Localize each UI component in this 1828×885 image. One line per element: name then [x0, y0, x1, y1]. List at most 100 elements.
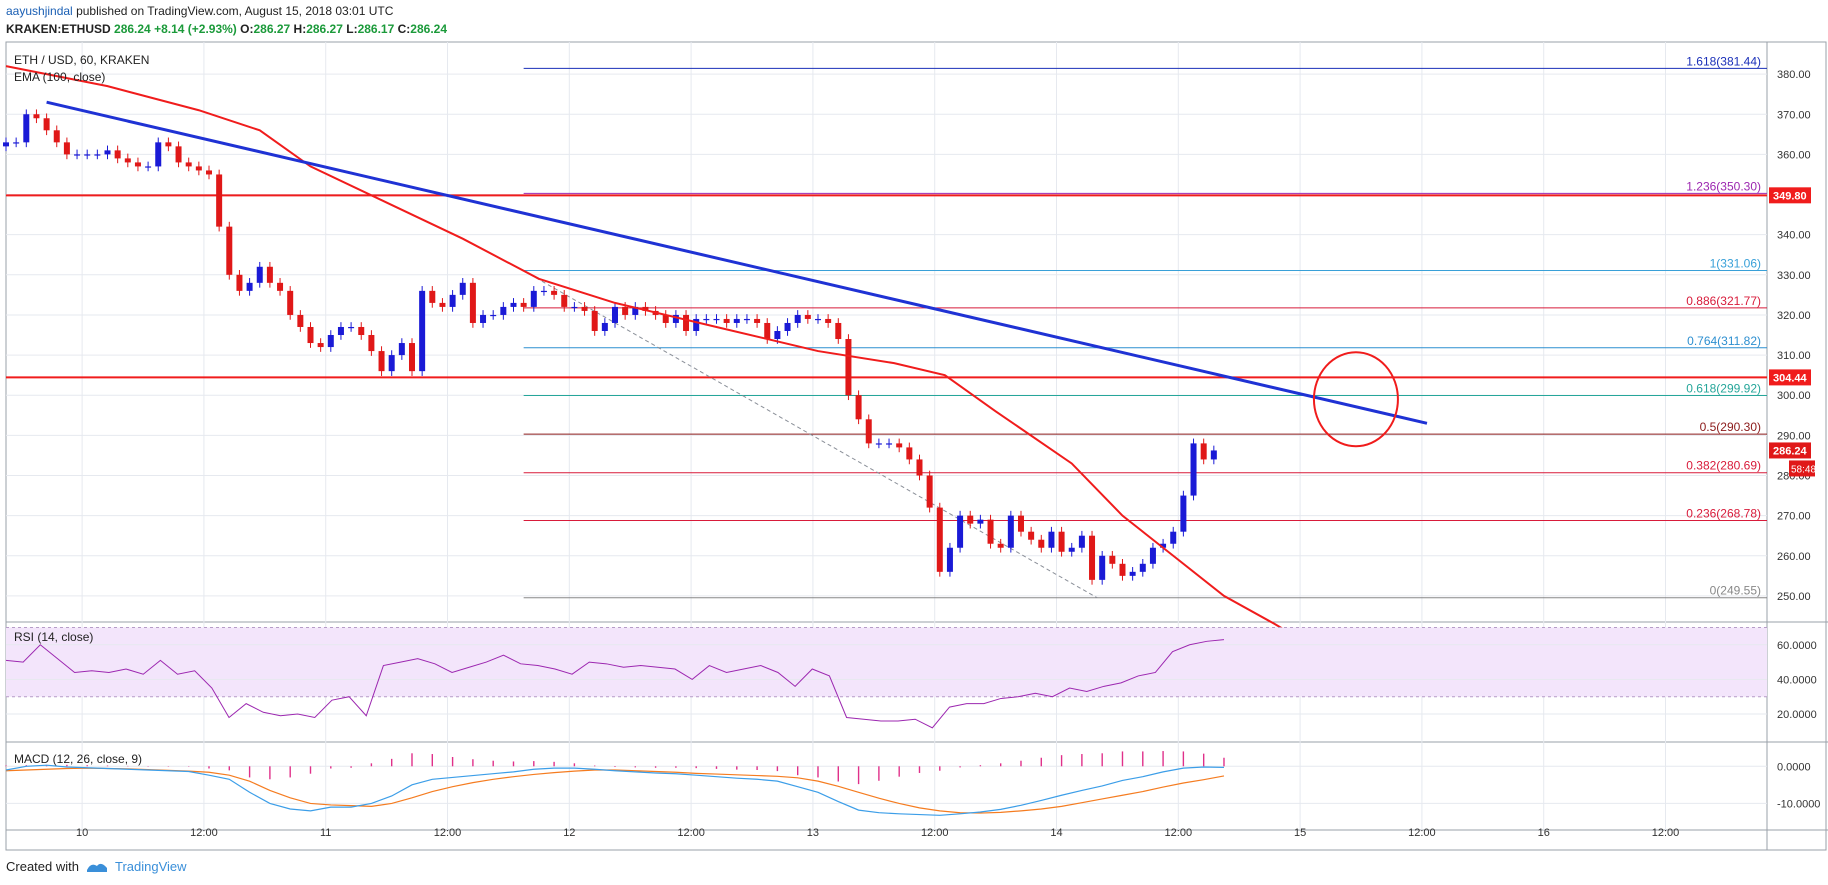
- candle-body-38: [388, 355, 395, 372]
- candle-body-54: [551, 290, 558, 295]
- candle-body-69: [703, 318, 710, 321]
- resistance-tag-1: [1769, 369, 1811, 386]
- candle-body-88: [896, 443, 903, 448]
- open-value: 286.27: [253, 22, 291, 36]
- candle-body-0: [3, 142, 9, 147]
- candle-body-8: [84, 154, 91, 156]
- dashed-diagonal-line: [523, 270, 1098, 599]
- fib-level-label-2: 1(331.06): [1710, 257, 1761, 271]
- fib-level-label-3: 0.886(321.77): [1686, 294, 1761, 308]
- candle-body-82: [835, 322, 842, 340]
- candle-body-18: [185, 162, 192, 167]
- rsi-line: [5, 639, 1225, 729]
- last-price: 286.24: [114, 22, 151, 36]
- candle-body-100: [1017, 515, 1024, 532]
- candle-body-79: [804, 314, 811, 319]
- resistance-tag-label-0: 349.80: [1773, 190, 1807, 202]
- rsi-pane-title: RSI (14, close): [14, 630, 93, 644]
- tradingview-brand[interactable]: TradingView: [114, 859, 187, 874]
- rsi-tick-60: 60.0000: [1777, 640, 1817, 652]
- footer: Created with TradingView: [6, 859, 187, 874]
- candle-body-55: [561, 294, 568, 307]
- close-value: 286.24: [410, 22, 447, 36]
- candle-body-29: [297, 314, 304, 327]
- candle-body-102: [1038, 539, 1045, 548]
- candle-body-7: [74, 154, 81, 156]
- price-tick-300: 300.00: [1777, 390, 1811, 402]
- candle-body-89: [906, 447, 913, 460]
- candle-body-106: [1078, 535, 1085, 548]
- candle-body-51: [520, 302, 527, 307]
- price-tick-310: 310.00: [1777, 350, 1811, 362]
- candle-body-14: [145, 166, 152, 168]
- price-tick-260: 260.00: [1777, 551, 1811, 563]
- x-tick-label-255: 15: [1294, 827, 1306, 839]
- candle-body-46: [469, 282, 476, 323]
- candle-body-26: [266, 266, 273, 283]
- candle-body-32: [327, 335, 334, 348]
- macd-tick-0: 0.0000: [1777, 761, 1811, 773]
- candle-body-84: [855, 395, 862, 420]
- macd-tick--10: -10.0000: [1777, 798, 1820, 810]
- candle-body-31: [317, 343, 324, 348]
- candle-body-98: [997, 543, 1004, 548]
- candle-body-24: [246, 282, 253, 291]
- candle-body-43: [439, 302, 446, 307]
- candle-body-108: [1099, 555, 1106, 580]
- candle-body-67: [683, 314, 690, 331]
- candle-body-16: [165, 142, 172, 147]
- candle-body-96: [977, 519, 984, 524]
- candle-body-117: [1190, 443, 1197, 496]
- candle-body-116: [1180, 495, 1187, 532]
- candle-body-83: [845, 339, 852, 396]
- fib-level-label-7: 0.382(280.69): [1686, 459, 1761, 473]
- high-label: H:: [293, 22, 307, 36]
- resistance-tag-0: [1769, 187, 1811, 204]
- macd-signal-line: [5, 767, 1225, 814]
- author-link[interactable]: aayushjindal: [6, 4, 73, 18]
- candle-body-61: [622, 306, 629, 315]
- candle-body-93: [946, 547, 953, 572]
- candle-body-92: [936, 507, 943, 572]
- candle-body-85: [865, 419, 872, 444]
- candle-body-114: [1160, 543, 1167, 548]
- candle-body-40: [408, 343, 415, 372]
- candle-body-104: [1058, 531, 1065, 552]
- x-tick-label-279: 12:00: [1408, 827, 1436, 839]
- rsi-tick-20: 20.0000: [1777, 709, 1817, 721]
- last-price-tag-label: 286.24: [1773, 445, 1808, 457]
- candle-body-1: [13, 142, 20, 144]
- candle-body-112: [1139, 563, 1146, 572]
- candle-body-91: [926, 475, 933, 508]
- x-tick-label-207: 14: [1050, 827, 1062, 839]
- candle-body-34: [348, 326, 355, 329]
- candle-body-27: [277, 282, 284, 291]
- candle-body-50: [510, 302, 517, 307]
- resistance-tag-label-1: 304.44: [1773, 372, 1808, 384]
- fib-level-label-9: 0(249.55): [1710, 584, 1761, 598]
- macd-line: [5, 764, 1224, 816]
- publish-text: published on TradingView.com, August 15,…: [76, 4, 394, 18]
- price-tick-290: 290.00: [1777, 430, 1811, 442]
- ema-line: [5, 65, 1402, 670]
- candle-body-72: [733, 318, 740, 323]
- candle-body-15: [155, 142, 162, 167]
- candle-body-22: [226, 226, 233, 275]
- candle-body-81: [825, 318, 832, 323]
- ema-legend: EMA (100, close): [14, 70, 105, 84]
- open-label: O:: [240, 22, 254, 36]
- fib-level-label-4: 0.764(311.82): [1687, 334, 1761, 348]
- symbol-quote: KRAKEN:ETHUSD 286.24 +8.14 (+2.93%) O:28…: [6, 22, 447, 36]
- candle-body-49: [500, 306, 507, 315]
- candle-body-107: [1089, 535, 1096, 580]
- fib-level-label-6: 0.5(290.30): [1700, 420, 1761, 434]
- x-tick-label-15: 10: [76, 827, 88, 839]
- price-tick-380: 380.00: [1777, 69, 1811, 81]
- candle-body-80: [814, 318, 821, 321]
- candle-body-12: [124, 158, 131, 163]
- candle-body-99: [1007, 515, 1014, 548]
- candle-body-70: [713, 318, 720, 321]
- candle-body-87: [886, 443, 893, 445]
- candle-body-74: [754, 318, 761, 323]
